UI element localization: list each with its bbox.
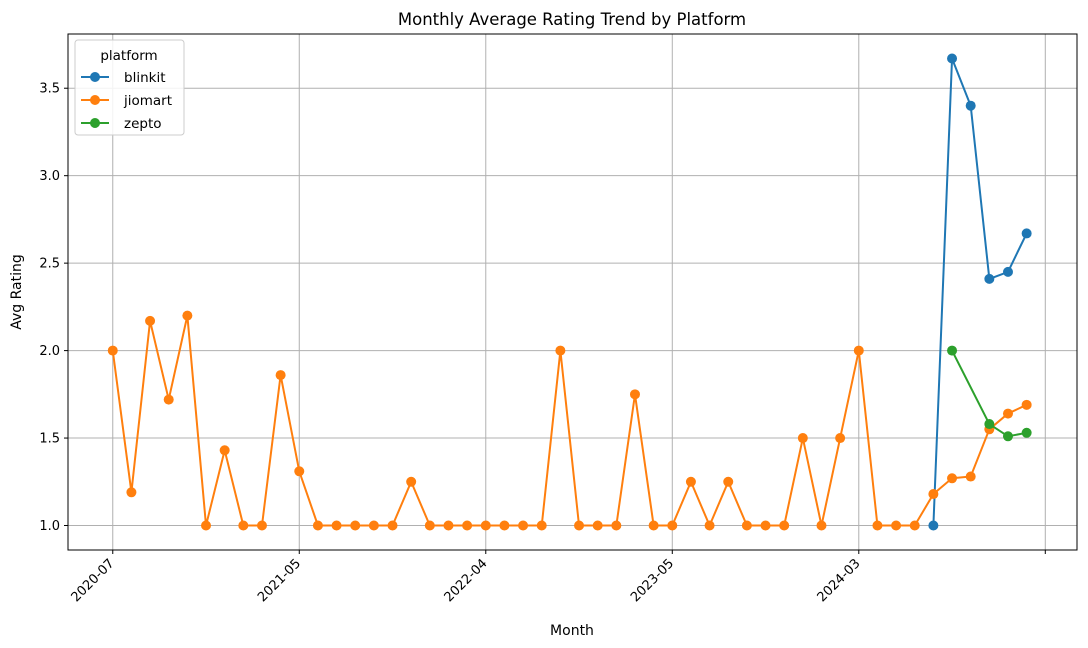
- series-blinkit: [928, 53, 1032, 531]
- data-point-jiomart: [648, 520, 659, 531]
- data-point-jiomart: [928, 489, 939, 500]
- data-point-jiomart: [592, 520, 603, 531]
- legend-marker-jiomart: [90, 95, 100, 105]
- data-point-jiomart: [424, 520, 435, 531]
- data-point-jiomart: [741, 520, 752, 531]
- data-point-blinkit: [1021, 228, 1032, 239]
- data-point-zepto: [984, 419, 995, 430]
- data-point-jiomart: [275, 370, 286, 381]
- data-point-jiomart: [518, 520, 529, 531]
- legend: platform blinkit jiomart zepto: [74, 39, 185, 136]
- data-point-jiomart: [238, 520, 249, 531]
- data-point-jiomart: [145, 315, 156, 326]
- data-point-zepto: [1002, 431, 1013, 442]
- data-point-zepto: [1021, 427, 1032, 438]
- data-point-jiomart: [499, 520, 510, 531]
- data-point-jiomart: [574, 520, 585, 531]
- data-point-jiomart: [107, 345, 118, 356]
- series-line-zepto: [951, 350, 1027, 438]
- data-point-jiomart: [891, 520, 902, 531]
- data-point-jiomart: [182, 310, 193, 321]
- data-point-blinkit: [947, 53, 958, 64]
- data-point-jiomart: [723, 476, 734, 487]
- data-point-jiomart: [536, 520, 547, 531]
- legend-label-blinkit: blinkit: [124, 70, 166, 86]
- data-point-jiomart: [312, 520, 323, 531]
- data-point-jiomart: [219, 445, 230, 456]
- legend-label-zepto: zepto: [124, 116, 162, 132]
- chart-title: Monthly Average Rating Trend by Platform: [398, 10, 746, 29]
- series-zepto: [947, 345, 1032, 442]
- data-point-jiomart: [1002, 408, 1013, 419]
- data-point-jiomart: [947, 473, 958, 484]
- data-point-jiomart: [1021, 399, 1032, 410]
- legend-marker-zepto: [90, 118, 100, 128]
- legend-items: blinkit jiomart zepto: [81, 70, 172, 132]
- data-point-jiomart: [126, 487, 137, 498]
- data-point-jiomart: [853, 345, 864, 356]
- series-layer: [107, 53, 1032, 531]
- y-axis-title: Avg Rating: [9, 254, 25, 330]
- data-point-jiomart: [555, 345, 566, 356]
- data-point-jiomart: [685, 476, 696, 487]
- series-jiomart: [107, 310, 1032, 531]
- data-point-jiomart: [872, 520, 883, 531]
- data-point-jiomart: [387, 520, 398, 531]
- x-axis-title: Month: [550, 623, 594, 639]
- data-point-jiomart: [909, 520, 920, 531]
- data-point-jiomart: [256, 520, 267, 531]
- y-tick-label: 2.0: [39, 344, 60, 359]
- plot-frame: [67, 33, 1078, 551]
- data-point-jiomart: [779, 520, 790, 531]
- data-point-jiomart: [368, 520, 379, 531]
- gridlines: [68, 34, 1077, 550]
- data-point-jiomart: [667, 520, 678, 531]
- y-tick-label: 1.5: [39, 432, 60, 447]
- data-point-jiomart: [443, 520, 454, 531]
- y-axis: 1.0 1.5 2.0 2.5 3.0 3.5: [39, 82, 68, 534]
- series-line-blinkit: [932, 57, 1028, 526]
- data-point-jiomart: [797, 433, 808, 444]
- legend-title: platform: [100, 48, 157, 64]
- data-point-blinkit: [965, 100, 976, 111]
- data-point-jiomart: [480, 520, 491, 531]
- y-tick-label: 1.0: [39, 519, 60, 534]
- data-point-jiomart: [760, 520, 771, 531]
- y-tick-label: 3.5: [39, 82, 60, 97]
- data-point-blinkit: [984, 273, 995, 284]
- data-point-blinkit: [1002, 266, 1013, 277]
- data-point-jiomart: [629, 389, 640, 400]
- data-point-jiomart: [611, 520, 622, 531]
- legend-marker-blinkit: [90, 72, 100, 82]
- data-point-jiomart: [835, 433, 846, 444]
- legend-label-jiomart: jiomart: [123, 93, 172, 109]
- data-point-zepto: [947, 345, 958, 356]
- series-line-jiomart: [111, 314, 1028, 527]
- data-point-jiomart: [201, 520, 212, 531]
- legend-box: [74, 39, 185, 136]
- y-tick-label: 3.0: [39, 169, 60, 184]
- data-point-jiomart: [704, 520, 715, 531]
- data-point-jiomart: [350, 520, 361, 531]
- data-point-jiomart: [965, 471, 976, 482]
- data-point-jiomart: [163, 394, 174, 405]
- y-tick-label: 2.5: [39, 257, 60, 272]
- data-point-jiomart: [816, 520, 827, 531]
- data-point-jiomart: [294, 466, 305, 477]
- data-point-blinkit: [928, 520, 939, 531]
- data-point-jiomart: [406, 476, 417, 487]
- data-point-jiomart: [331, 520, 342, 531]
- data-point-jiomart: [462, 520, 473, 531]
